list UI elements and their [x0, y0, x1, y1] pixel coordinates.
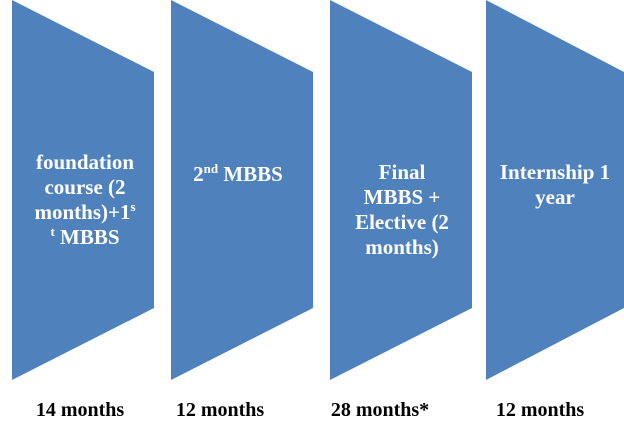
stage-1-duration: 14 months: [35, 399, 125, 421]
stage-3-label: Final MBBS + Elective (2 months): [352, 160, 452, 260]
stage-2-shape: [171, 0, 313, 380]
stage-3-duration: 28 months*: [330, 399, 430, 421]
stage-4-label-text: Internship 1 year: [499, 160, 611, 209]
stage-4: Internship 1 year: [486, 0, 624, 380]
stage-2-label: 2nd MBBS: [183, 162, 293, 187]
stage-1-shape: [12, 0, 154, 380]
stage-1-label: foundation course (2 months)+1s t MBBS: [30, 150, 140, 250]
stage-1-label-sup-1: s: [130, 199, 136, 214]
stage-4-label: Internship 1 year: [496, 160, 614, 210]
stage-3-label-text: Final MBBS + Elective (2 months): [355, 160, 449, 259]
stage-3: Final MBBS + Elective (2 months): [330, 0, 472, 380]
stage-2-label-part-2: MBBS: [218, 162, 283, 186]
stage-2-label-sup: nd: [203, 161, 219, 176]
stage-2: 2nd MBBS: [171, 0, 313, 380]
stage-1-label-part-1: foundation course (2 months)+1: [34, 150, 135, 224]
stage-2-duration: 12 months: [175, 399, 265, 421]
stage-3-shape: [330, 0, 472, 380]
stage-4-shape: [486, 0, 624, 380]
stage-4-duration: 12 months: [495, 399, 585, 421]
stage-2-label-part-1: 2: [193, 162, 204, 186]
stage-1-label-part-2: MBBS: [54, 225, 120, 249]
stage-1-label-sup-2: t: [50, 224, 55, 239]
stage-1: foundation course (2 months)+1s t MBBS: [12, 0, 154, 380]
